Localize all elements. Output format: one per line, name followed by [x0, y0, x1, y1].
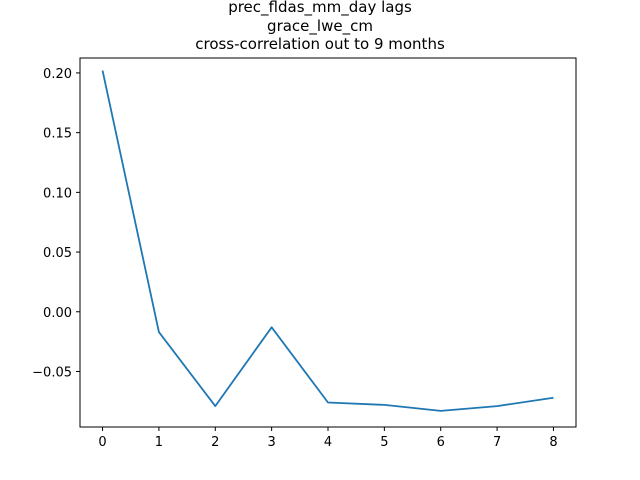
y-tick-label: 0.10	[43, 186, 72, 201]
data-point	[496, 405, 498, 407]
y-tick-label: 0.15	[43, 127, 72, 142]
x-tick-label: 5	[380, 435, 388, 450]
data-point	[440, 410, 442, 412]
data-point	[158, 331, 160, 333]
x-tick-label: 8	[549, 435, 557, 450]
x-tick-label: 0	[98, 435, 106, 450]
y-tick-label: 0.00	[43, 306, 72, 321]
x-tick-label: 4	[324, 435, 332, 450]
x-tick-label: 1	[155, 435, 163, 450]
data-point	[553, 397, 555, 399]
data-point	[214, 405, 216, 407]
y-tick-label: 0.05	[43, 246, 72, 261]
chart-title-line-3: cross-correlation out to 9 months	[195, 35, 445, 53]
data-point	[102, 70, 104, 72]
x-tick-label: 3	[267, 435, 275, 450]
x-tick-label: 6	[437, 435, 445, 450]
series-line	[101, 70, 554, 412]
data-point	[384, 404, 386, 406]
data-point	[327, 402, 329, 404]
x-tick-label: 7	[493, 435, 501, 450]
y-axis-ticks: 0.20 0.15 0.10 0.05 0.00 −0.05	[32, 67, 80, 380]
chart-title-line-1: prec_fldas_mm_day lags	[228, 0, 412, 16]
series-layer	[101, 70, 555, 412]
y-tick-label: −0.05	[32, 365, 72, 380]
plot-area-frame	[79, 57, 577, 428]
data-point	[271, 326, 273, 328]
x-axis-ticks: 0 1 2 3 4 5 6 7 8	[98, 427, 558, 450]
y-tick-label: 0.20	[43, 67, 72, 82]
x-tick-label: 2	[211, 435, 219, 450]
chart-title-line-2: grace_lwe_cm	[267, 17, 373, 35]
